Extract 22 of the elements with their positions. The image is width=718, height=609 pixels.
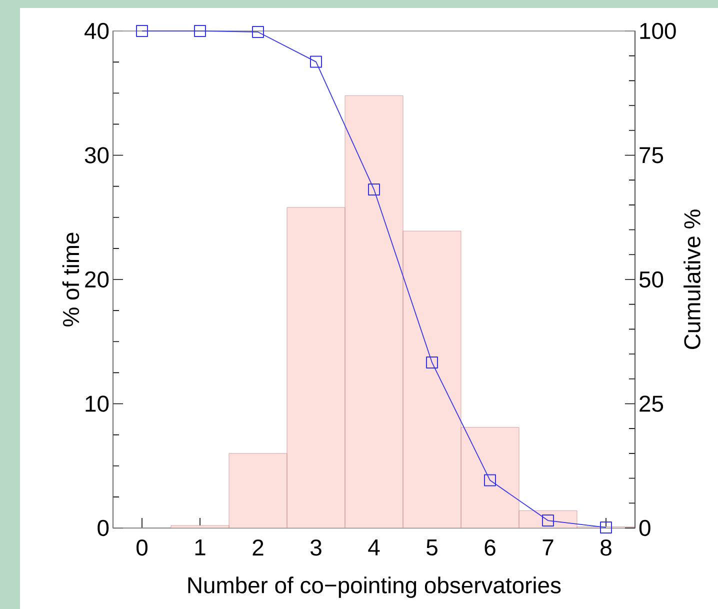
y-tick-label: 10 (86, 396, 109, 412)
x-tick-label: 5 (426, 540, 438, 556)
x-tick-label: 6 (484, 540, 496, 556)
y2-axis-title: Cumulative % (684, 210, 700, 350)
y2-tick-label: 50 (639, 271, 664, 288)
x-tick-label: 7 (542, 540, 554, 556)
y-tick-label: 40 (84, 22, 109, 40)
y-tick-label: 20 (85, 271, 109, 288)
x-tick-label: 8 (600, 540, 612, 556)
x-tick-label: 0 (136, 540, 148, 556)
x-tick-label: 1 (195, 540, 206, 556)
y2-tick-label: 75 (640, 147, 664, 164)
y-tick-label: 0 (98, 520, 109, 536)
y-axis-title: % of time (62, 232, 80, 326)
y-tick-label: 30 (84, 147, 109, 164)
x-tick-label: 3 (310, 540, 322, 556)
y2-tick-label: 25 (640, 396, 664, 412)
x-tick-label: 4 (368, 540, 380, 556)
x-tick-label: 2 (252, 540, 264, 556)
x-axis-title: Number of co−pointing observatories (188, 576, 561, 598)
y2-tick-label: 0 (639, 520, 650, 536)
y2-tick-label: 100 (640, 22, 676, 40)
